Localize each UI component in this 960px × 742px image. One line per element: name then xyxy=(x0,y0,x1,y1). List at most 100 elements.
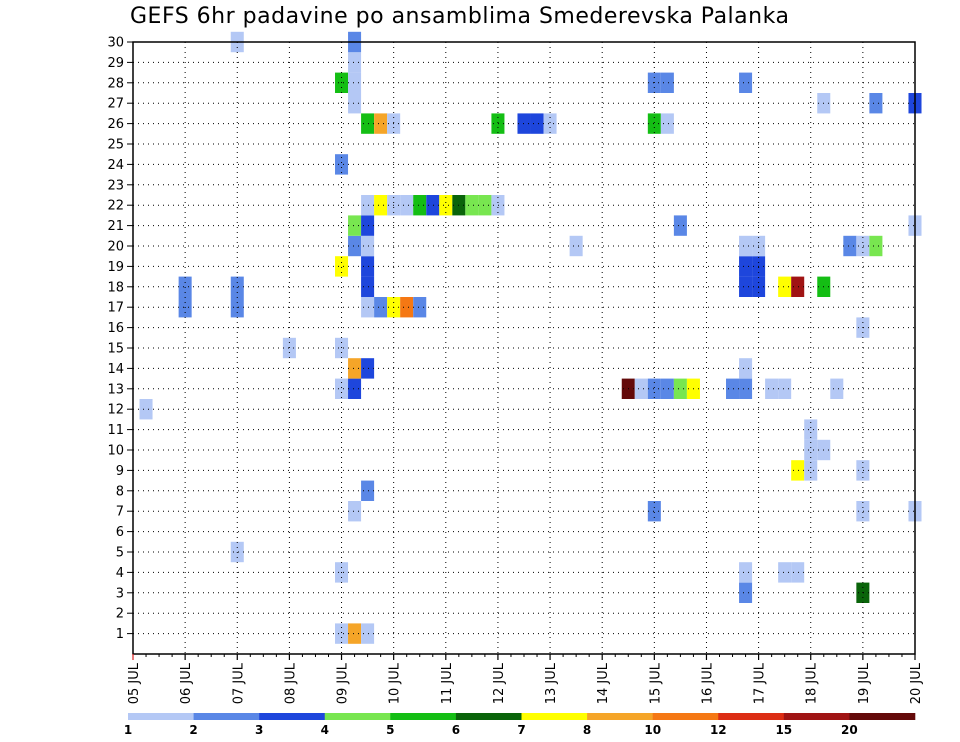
data-cell xyxy=(791,276,805,297)
data-cell xyxy=(361,276,375,297)
x-tick-label: 15 JUL xyxy=(648,662,663,704)
colorbar-swatch xyxy=(849,713,916,720)
data-cell xyxy=(726,378,740,399)
data-cell xyxy=(778,562,792,583)
data-cell xyxy=(465,195,479,216)
data-cell xyxy=(804,419,818,440)
data-cell xyxy=(439,195,453,216)
data-cell xyxy=(804,460,818,481)
data-cell xyxy=(374,195,388,216)
data-cell xyxy=(335,154,349,175)
data-cell xyxy=(739,562,753,583)
colorbar-swatch xyxy=(718,713,785,720)
y-tick-label: 11 xyxy=(107,423,124,438)
data-cell xyxy=(843,235,857,257)
data-cell xyxy=(869,93,883,114)
x-axis: 05 JUL 06 JUL 07 JUL 08 JUL 09 JUL 10 JUL 11 J… xyxy=(127,654,924,704)
x-tick-label: 06 JUL xyxy=(179,662,194,704)
data-cell xyxy=(348,52,362,73)
y-tick-label: 19 xyxy=(107,260,124,275)
data-cell xyxy=(830,378,844,399)
y-tick-label: 16 xyxy=(107,321,124,336)
colorbar-swatch xyxy=(652,713,719,720)
x-tick-label: 13 JUL xyxy=(544,662,559,704)
data-cell xyxy=(361,480,375,501)
data-cell xyxy=(361,215,375,236)
data-cell xyxy=(869,235,883,257)
grid-lines xyxy=(133,42,915,654)
data-cell xyxy=(348,215,362,236)
colorbar-label: 10 xyxy=(644,723,661,737)
data-cell xyxy=(335,378,349,399)
data-cell xyxy=(791,460,805,481)
y-tick-label: 24 xyxy=(107,158,124,173)
data-cell xyxy=(739,378,753,399)
colorbar-swatch xyxy=(259,713,326,720)
data-cell xyxy=(660,113,674,134)
colorbar-swatch xyxy=(521,713,588,720)
y-tick-label: 4 xyxy=(116,566,124,581)
data-cell xyxy=(335,623,349,644)
data-cell xyxy=(739,256,753,277)
y-tick-label: 22 xyxy=(107,199,124,214)
y-tick-label: 6 xyxy=(116,525,124,540)
x-tick-label: 05 JUL xyxy=(127,662,142,704)
y-tick-label: 15 xyxy=(107,342,124,357)
y-tick-label: 3 xyxy=(116,586,124,601)
data-cell xyxy=(673,215,687,236)
data-cell xyxy=(361,113,375,134)
data-cell xyxy=(647,501,661,522)
y-axis: 1234567891011121314151617181920212223242… xyxy=(107,36,133,642)
colorbar-swatch xyxy=(324,713,391,720)
y-tick-label: 7 xyxy=(116,505,124,520)
colorbar-swatch xyxy=(128,713,194,720)
y-tick-label: 17 xyxy=(107,301,124,316)
y-tick-label: 29 xyxy=(107,56,124,71)
data-cell xyxy=(374,297,388,318)
data-cell xyxy=(856,235,870,257)
x-tick-label: 18 JUL xyxy=(805,662,820,704)
y-tick-label: 23 xyxy=(107,178,124,193)
data-cell xyxy=(778,378,792,399)
colorbar-label: 6 xyxy=(452,723,460,737)
data-cell xyxy=(530,113,544,134)
y-tick-label: 28 xyxy=(107,76,124,91)
data-cell xyxy=(400,297,414,318)
colorbar-label: 12 xyxy=(710,723,727,737)
colorbar-label: 8 xyxy=(583,723,591,737)
data-cell xyxy=(647,378,661,399)
data-cell xyxy=(778,276,792,297)
data-cell xyxy=(634,378,648,399)
data-cell xyxy=(647,113,661,134)
colorbar-label: 5 xyxy=(386,723,394,737)
y-tick-label: 1 xyxy=(116,627,124,642)
colorbar-label: 3 xyxy=(255,723,263,737)
colorbar-label: 2 xyxy=(189,723,197,737)
data-cell xyxy=(491,113,505,134)
colorbar-swatch xyxy=(587,713,653,720)
y-tick-label: 10 xyxy=(107,444,124,459)
y-tick-label: 9 xyxy=(116,464,124,479)
data-cell xyxy=(348,358,362,379)
chart-title: GEFS 6hr padavine po ansamblima Smederev… xyxy=(130,4,790,29)
x-tick-label: 07 JUL xyxy=(231,662,246,704)
x-tick-label: 12 JUL xyxy=(492,662,507,704)
x-tick-label: 17 JUL xyxy=(753,662,768,704)
data-cell xyxy=(348,378,362,399)
data-cell xyxy=(348,93,362,114)
y-tick-label: 12 xyxy=(107,403,124,418)
data-cell xyxy=(230,276,244,297)
data-cell xyxy=(361,195,375,216)
y-tick-label: 30 xyxy=(107,36,124,51)
data-cell xyxy=(400,195,414,216)
data-cell xyxy=(478,195,492,216)
data-cell xyxy=(335,256,349,277)
x-tick-label: 16 JUL xyxy=(701,662,716,704)
colorbar-swatch xyxy=(783,713,850,720)
data-cell xyxy=(178,276,192,297)
x-tick-label: 20 JUL xyxy=(909,662,924,704)
x-tick-label: 09 JUL xyxy=(336,662,351,704)
data-cell xyxy=(348,235,362,257)
y-tick-label: 14 xyxy=(107,362,124,377)
data-cell xyxy=(739,582,753,603)
